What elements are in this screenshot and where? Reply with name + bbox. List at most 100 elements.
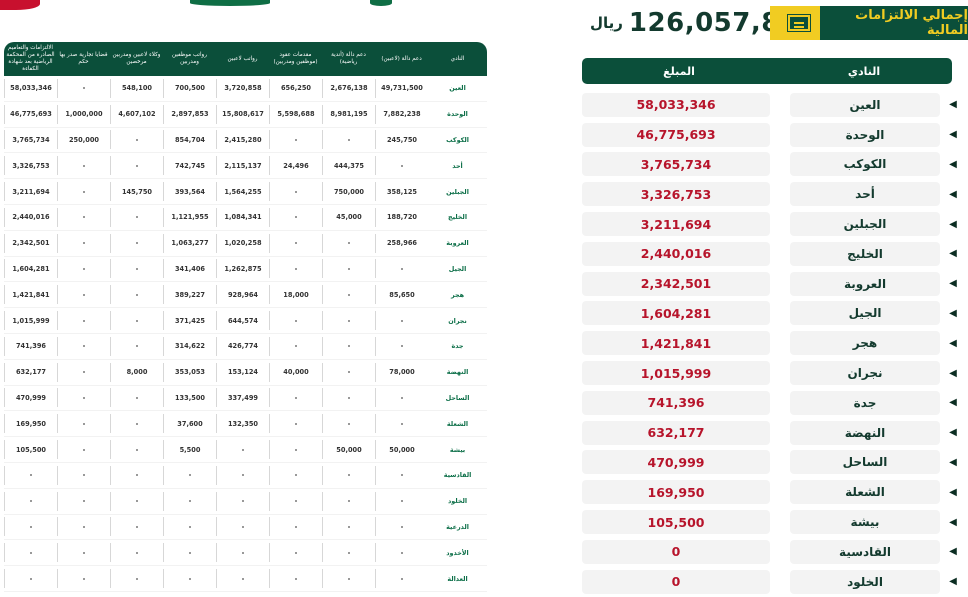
detail-table-body: 58,033,346 - 548,100 700,500 3,720,858 656,25…	[4, 76, 487, 592]
table-cell: -	[375, 491, 428, 511]
table-cell: -	[216, 517, 269, 537]
table-cell: 8,000	[110, 362, 163, 382]
table-cell: -	[57, 259, 110, 279]
summary-row: 470,999 الساحل ◀	[582, 448, 962, 478]
table-cell: -	[4, 517, 57, 537]
table-cell: 18,000	[269, 285, 322, 305]
table-cell: -	[269, 543, 322, 563]
table-row: - - - - - - - - الخلود	[4, 489, 487, 515]
table-row: 3,326,753- -742,745 2,115,137 24,496 444,375…	[4, 153, 487, 180]
table-cell: -	[322, 517, 375, 537]
table-cell: 133,500	[163, 388, 216, 408]
summary-row: 1,421,841 هجر ◀	[582, 328, 962, 358]
table-cell: -	[269, 465, 322, 485]
header-club-claims: دعم دالة (أندية رياضية)	[331, 52, 366, 65]
table-cell: 145,750	[110, 182, 163, 202]
table-cell: -	[57, 311, 110, 331]
table-cell: 644,574	[216, 311, 269, 331]
table-cell: 2,342,501	[4, 233, 57, 253]
triangle-left-icon: ◀	[949, 129, 957, 141]
table-cell: 188,720	[375, 207, 428, 227]
table-cell: -	[322, 233, 375, 253]
table-cell: -	[375, 569, 428, 589]
header-club: النادي	[450, 55, 465, 62]
table-cell: -	[269, 336, 322, 356]
club-name: الساحل	[445, 393, 470, 402]
table-cell: -	[110, 440, 163, 460]
club-name: الأخدود	[446, 548, 469, 557]
table-cell: 4,607,102	[110, 104, 163, 124]
table-cell: -	[110, 569, 163, 589]
summary-row: 1,015,999 نجران ◀	[582, 358, 962, 388]
decor-green-strip	[190, 0, 270, 6]
summary-club: القادسية	[790, 539, 940, 564]
table-cell: -	[163, 569, 216, 589]
table-cell: -	[57, 465, 110, 485]
table-cell: 2,897,853	[163, 104, 216, 124]
triangle-left-icon: ◀	[949, 576, 957, 588]
table-cell: -	[269, 259, 322, 279]
table-cell: -	[322, 414, 375, 434]
table-cell: -	[110, 491, 163, 511]
table-cell: -	[375, 388, 428, 408]
table-cell: 5,500	[163, 440, 216, 460]
table-cell: -	[322, 388, 375, 408]
table-row: 46,775,693 1,000,000 4,607,102 2,897,853 15,…	[4, 102, 487, 128]
table-cell: -	[375, 517, 428, 537]
triangle-left-icon: ◀	[949, 158, 957, 170]
table-row: 632,177-8,000 353,053 153,124 40,000-78,000…	[4, 360, 487, 386]
summary-amount: 3,765,734	[582, 152, 770, 177]
table-cell: 470,999	[4, 388, 57, 408]
table-cell: -	[163, 465, 216, 485]
summary-club: النهضة	[790, 420, 940, 445]
header-contract-advances: مقدمات عقود (موظفين ومدربين)	[273, 52, 318, 65]
summary-amount: 2,440,016	[582, 241, 770, 266]
table-row: 3,765,734 250,000-854,704 2,415,280- -245,7…	[4, 128, 487, 154]
table-cell: 58,033,346	[4, 78, 57, 98]
summary-amount: 0	[582, 539, 770, 564]
summary-row: 1,604,281 الجيل ◀	[582, 299, 962, 329]
club-name: هجر	[451, 290, 465, 299]
header-player-salaries: رواتب لاعبين	[227, 55, 258, 62]
table-cell: 1,000,000	[57, 104, 110, 124]
summary-row: 3,765,734 الكوكب ◀	[582, 150, 962, 180]
triangle-left-icon: ◀	[949, 427, 957, 439]
table-cell: -	[110, 207, 163, 227]
table-cell: -	[57, 388, 110, 408]
summary-club: نجران	[790, 361, 940, 386]
table-cell: -	[322, 336, 375, 356]
table-cell: 250,000	[57, 130, 110, 150]
table-cell: -	[57, 336, 110, 356]
table-cell: 2,676,138	[322, 78, 375, 98]
table-cell: 742,745	[163, 156, 216, 176]
total-label: إجمالي الالتزامات المالية	[820, 6, 968, 40]
table-cell: 371,425	[163, 311, 216, 331]
table-cell: 37,600	[163, 414, 216, 434]
table-cell: -	[322, 311, 375, 331]
table-row: 58,033,346-548,100 700,500 3,720,858 656,25…	[4, 76, 487, 102]
triangle-left-icon: ◀	[949, 278, 957, 290]
summary-row: 2,342,501 العروبة ◀	[582, 269, 962, 299]
triangle-left-icon: ◀	[949, 99, 957, 111]
table-cell: 389,227	[163, 285, 216, 305]
summary-amount: 1,421,841	[582, 331, 770, 356]
summary-club: العين	[790, 92, 940, 117]
table-row: - - - - - - - - القادسية	[4, 463, 487, 489]
table-cell: -	[269, 130, 322, 150]
table-cell: -	[269, 233, 322, 253]
triangle-left-icon: ◀	[949, 516, 957, 528]
triangle-left-icon: ◀	[949, 307, 957, 319]
table-cell: 15,808,617	[216, 104, 269, 124]
table-cell: -	[57, 362, 110, 382]
table-row: 3,211,694-145,750 393,564 1,564,255-750,00…	[4, 179, 487, 205]
table-cell: 3,765,734	[4, 130, 57, 150]
summary-row: 46,775,693 الوحدة ◀	[582, 120, 962, 150]
table-cell: 105,500	[4, 440, 57, 460]
summary-amount: 2,342,501	[582, 271, 770, 296]
summary-club: الخلود	[790, 569, 940, 594]
table-cell: -	[110, 259, 163, 279]
club-name: العين	[449, 84, 466, 93]
table-cell: 46,775,693	[4, 104, 57, 124]
table-cell: 49,731,500	[375, 78, 428, 98]
detail-table-header: الالتزامات والتعاميم الصادرة من المحكمة …	[4, 42, 487, 76]
